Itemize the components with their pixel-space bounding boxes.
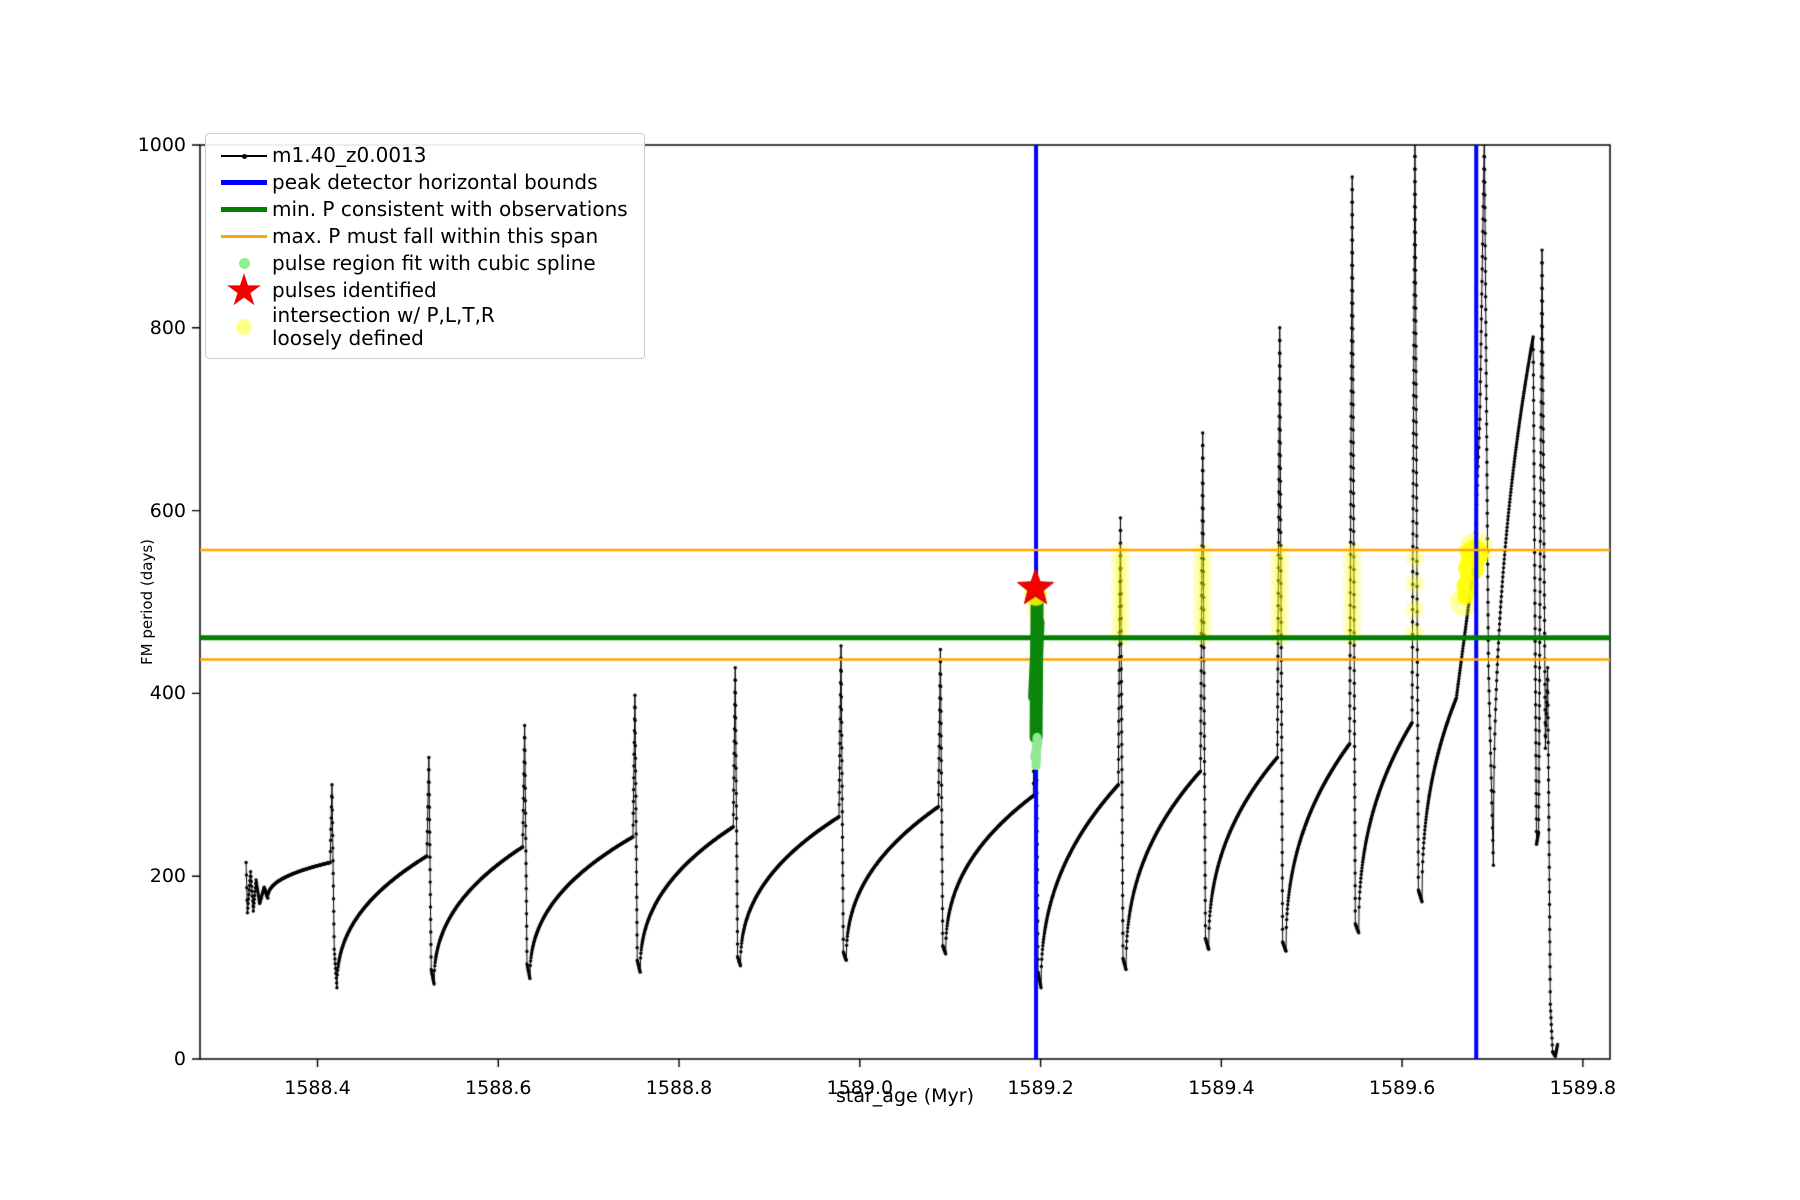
y-tick-label: 600 [149,499,186,522]
legend-item-intersection: intersection w/ P,L,T,R loosely defined [216,304,628,350]
legend-label-pulses: pulses identified [272,278,437,302]
legend-item-series: m1.40_z0.0013 [216,142,628,169]
x-axis-label: star_age (Myr) [835,1085,975,1107]
x-tick-label: 1588.4 [284,1077,351,1099]
pulses-marker-icon: ★ [224,264,264,316]
legend-label-min-p: min. P consistent with observations [272,197,628,221]
x-tick-label: 1589.8 [1549,1077,1617,1099]
x-tick-label: 1589.6 [1368,1077,1436,1099]
x-tick-label: 1589.0 [826,1077,894,1099]
legend-item-pulses: ★ pulses identified [216,264,628,316]
y-tick-label: 800 [149,316,186,339]
pulse-region-marker-icon [216,258,272,269]
y-tick-label: 0 [173,1048,186,1070]
legend-label-series: m1.40_z0.0013 [272,143,427,167]
legend-label-max-p: max. P must fall within this span [272,224,599,248]
x-tick-label: 1588.8 [645,1077,713,1099]
x-tick-label: 1588.6 [465,1077,532,1099]
y-tick-label: 400 [149,682,186,705]
max-p-marker-icon [216,235,272,238]
x-tick-label: 1589.4 [1188,1077,1255,1099]
legend-item-max-p: max. P must fall within this span [216,223,628,250]
legend-label-peak-bounds: peak detector horizontal bounds [272,170,598,194]
min-p-marker-icon [216,207,272,212]
series-marker-icon [216,153,272,159]
y-tick-label: 200 [149,865,186,888]
x-tick-label: 1589.2 [1007,1077,1074,1099]
legend-label-pulse-region: pulse region fit with cubic spline [272,251,596,275]
intersection-marker-icon [216,319,272,335]
y-axis-label: FM period (days) [138,539,156,665]
legend-item-min-p: min. P consistent with observations [216,196,628,223]
legend-label-intersection: intersection w/ P,L,T,R loosely defined [272,303,495,350]
legend-item-pulse-region: pulse region fit with cubic spline [216,250,628,277]
legend-item-peak-bounds: peak detector horizontal bounds [216,169,628,196]
peak-bounds-marker-icon [216,180,272,185]
y-tick-label: 1000 [137,134,186,156]
